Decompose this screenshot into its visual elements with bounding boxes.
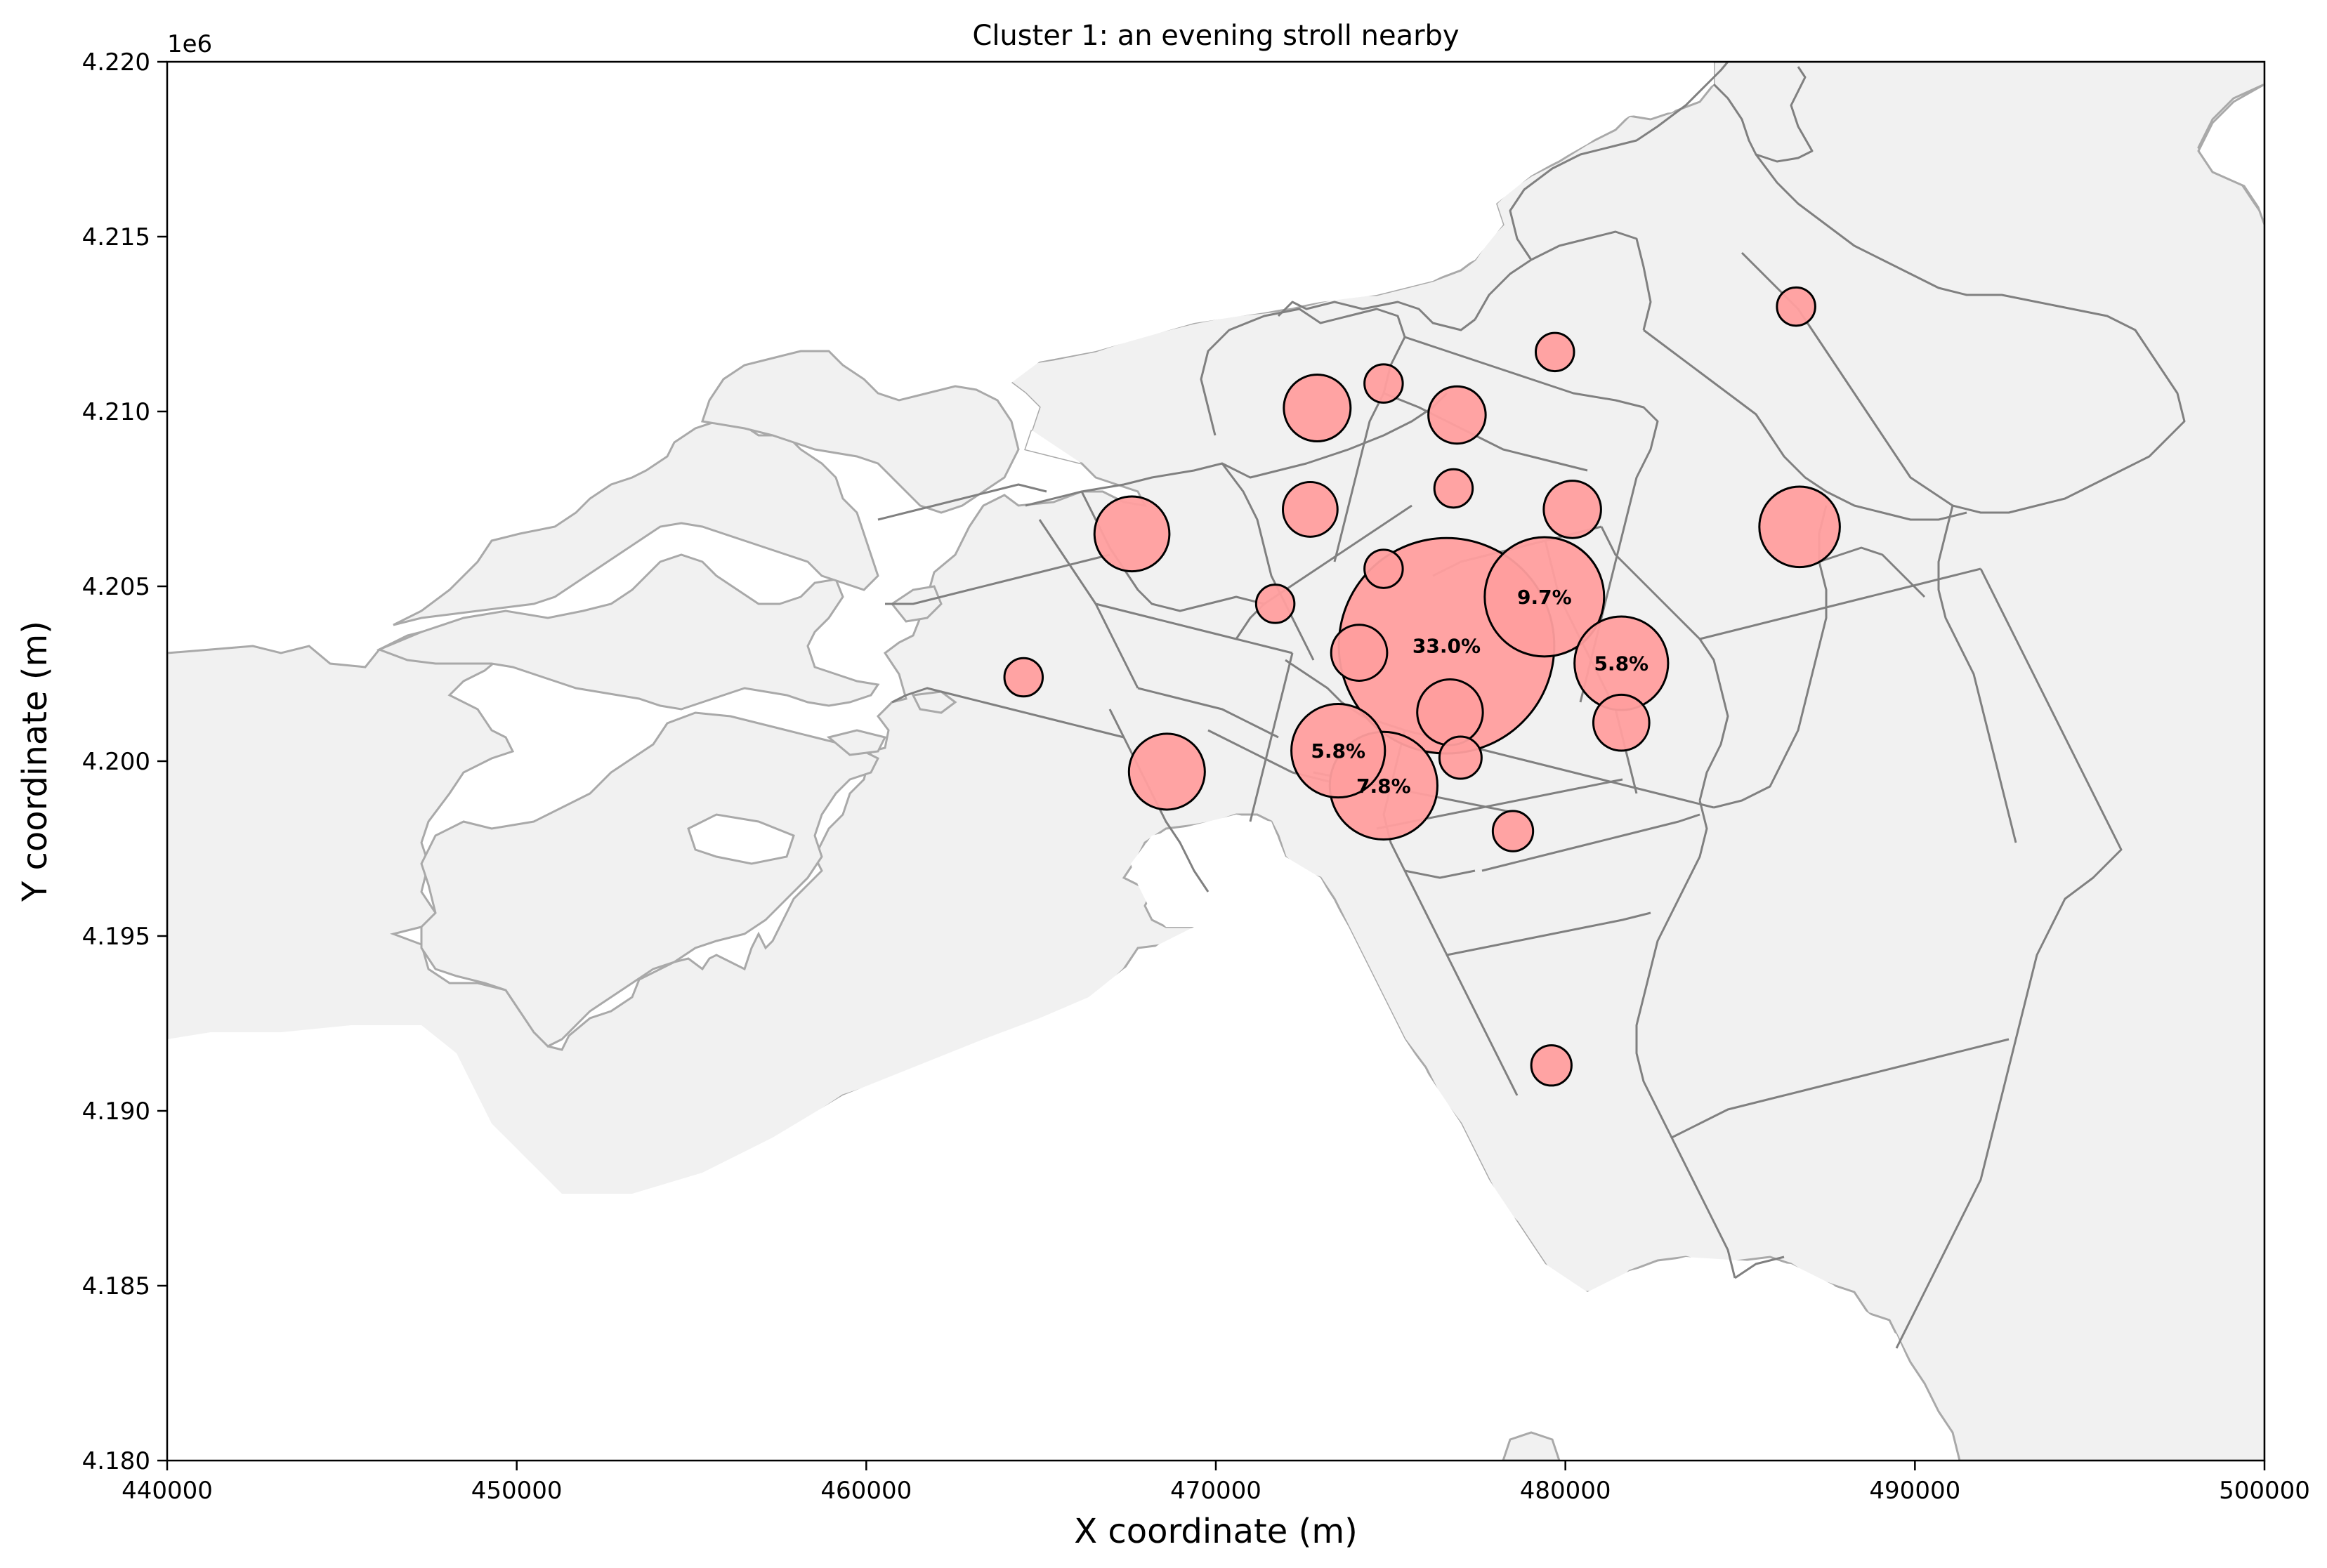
bay-island-2: [826, 729, 887, 756]
east-coast: [2197, 83, 2264, 225]
x-tick-label: 450000: [471, 1477, 563, 1505]
y-tick-label: 4.180: [82, 1447, 150, 1475]
sea-west-gulf: [167, 62, 1714, 650]
north-gulf-shore: [701, 350, 1020, 514]
chart-title: Cluster 1: an evening stroll nearby: [972, 20, 1459, 52]
sea-south: [167, 815, 1953, 1461]
x-tick-label: 490000: [1869, 1477, 1960, 1505]
x-tick-label: 440000: [122, 1477, 213, 1505]
bubble-percent-label: 5.8%: [1311, 739, 1365, 763]
bubble-percent-label: 9.7%: [1517, 586, 1572, 609]
data-bubble: [1281, 481, 1339, 538]
data-bubble: [1534, 331, 1575, 373]
data-bubble: [1283, 374, 1352, 443]
y-axis-title: Y coordinate (m): [15, 621, 55, 902]
data-bubble: [1254, 584, 1296, 624]
bubble-percent-label: 5.8%: [1594, 652, 1648, 676]
y-axis-ticks: 4.180 4.185 4.190 4.195 4.200 4.205 4.210 4.215…: [82, 48, 167, 1475]
south-cape: [1502, 1431, 1561, 1461]
bubble-label-layer: 33.0% 9.7% 7.8% 5.8% 5.8%: [1311, 586, 1648, 798]
data-bubble: [1427, 385, 1487, 445]
y-tick-label: 4.200: [82, 748, 150, 776]
y-offset-label: 1e6: [167, 30, 212, 58]
x-axis-ticks: 440000 450000 460000 470000 480000 490000 5000…: [122, 1461, 2310, 1505]
bubble-percent-label: 7.8%: [1356, 775, 1411, 798]
data-bubble: [1491, 810, 1535, 852]
data-bubble: [1290, 702, 1387, 799]
data-bubble: [1433, 468, 1474, 509]
data-bubble: [1530, 1044, 1573, 1087]
y-tick-label: 4.220: [82, 48, 150, 77]
bubble-percent-label: 33.0%: [1412, 635, 1481, 658]
data-bubble: [1363, 363, 1404, 404]
y-tick-label: 4.190: [82, 1098, 150, 1126]
bubble-layer: [1003, 286, 1841, 1087]
y-tick-label: 4.210: [82, 398, 150, 426]
y-tick-label: 4.195: [82, 923, 150, 951]
data-bubble: [1363, 548, 1404, 589]
data-bubble: [1416, 678, 1484, 746]
y-tick-label: 4.215: [82, 223, 150, 251]
data-bubble: [1093, 495, 1171, 573]
northern-lobe: [393, 420, 879, 626]
nw-peninsula: [376, 553, 880, 711]
bay-island-3: [911, 690, 957, 714]
salamina-island: [420, 711, 880, 1048]
data-bubble: [1758, 485, 1841, 569]
salamina-inlet: [687, 813, 795, 865]
data-bubble: [1003, 657, 1044, 698]
data-bubble: [1438, 735, 1483, 780]
data-bubble: [1542, 480, 1602, 539]
x-tick-label: 500000: [2219, 1477, 2310, 1505]
data-bubble: [1330, 624, 1389, 682]
data-bubble: [1483, 536, 1606, 658]
y-tick-label: 4.185: [82, 1272, 150, 1300]
x-axis-title: X coordinate (m): [1074, 1512, 1358, 1551]
data-bubble: [1776, 286, 1816, 327]
y-tick-label: 4.205: [82, 573, 150, 601]
data-bubble: [1592, 693, 1651, 752]
data-bubble: [1127, 732, 1206, 811]
plot-area: 33.0% 9.7% 7.8% 5.8% 5.8%: [167, 62, 2264, 1461]
x-tick-label: 480000: [1520, 1477, 1611, 1505]
x-tick-label: 460000: [820, 1477, 912, 1505]
x-tick-label: 470000: [1170, 1477, 1261, 1505]
